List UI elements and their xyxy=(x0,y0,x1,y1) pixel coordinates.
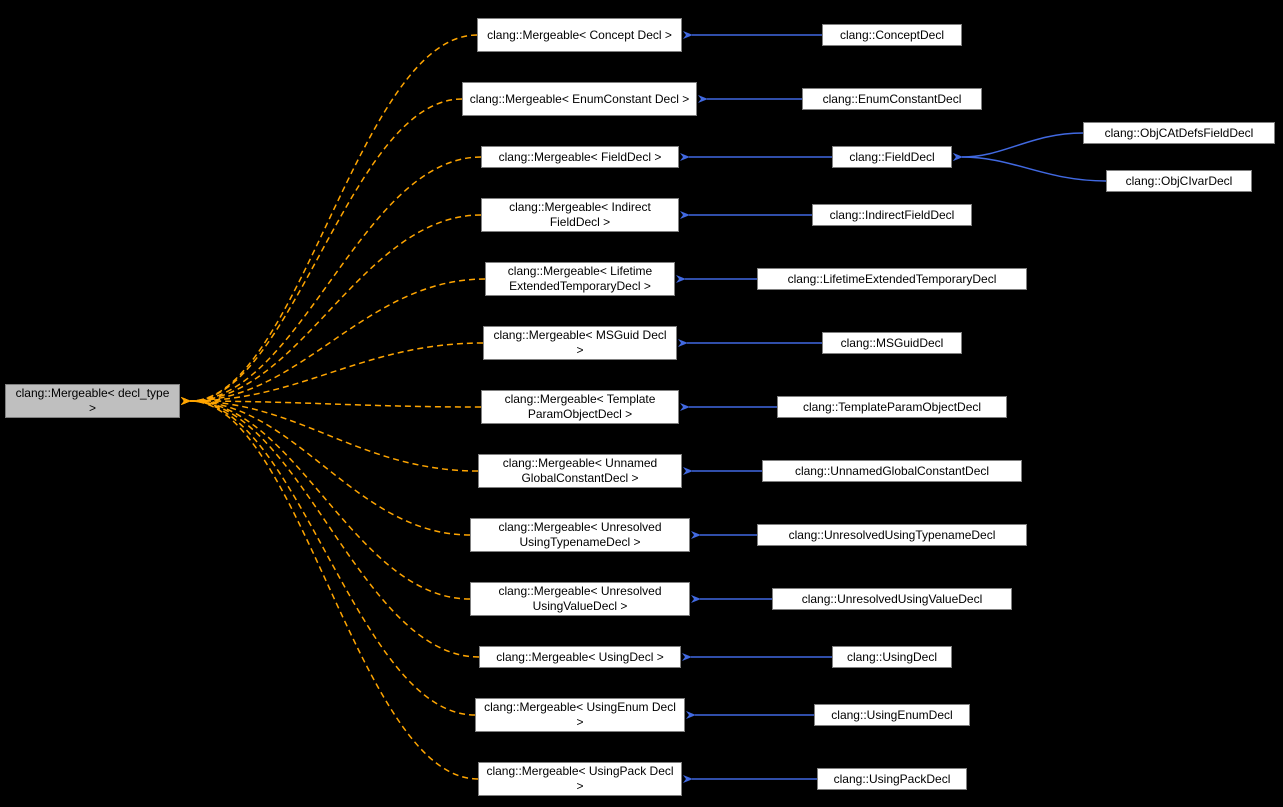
node-label: clang::UnresolvedUsingValueDecl xyxy=(802,592,983,607)
node-label: clang::MSGuidDecl xyxy=(841,336,944,351)
node-m3[interactable]: clang::Mergeable< Indirect FieldDecl > xyxy=(481,198,679,232)
node-f0[interactable]: clang::ObjCAtDefsFieldDecl xyxy=(1083,122,1275,144)
node-r12[interactable]: clang::UsingPackDecl xyxy=(817,768,967,790)
node-m2[interactable]: clang::Mergeable< FieldDecl > xyxy=(481,146,679,168)
node-label: clang::Mergeable< MSGuid Decl > xyxy=(490,328,670,358)
node-r2[interactable]: clang::FieldDecl xyxy=(832,146,952,168)
node-m8[interactable]: clang::Mergeable< Unresolved UsingTypena… xyxy=(470,518,690,552)
node-m10[interactable]: clang::Mergeable< UsingDecl > xyxy=(479,646,681,668)
node-label: clang::UnresolvedUsingTypenameDecl xyxy=(789,528,996,543)
node-r9[interactable]: clang::UnresolvedUsingValueDecl xyxy=(772,588,1012,610)
node-label: clang::Mergeable< Unresolved UsingTypena… xyxy=(477,520,683,550)
node-r11[interactable]: clang::UsingEnumDecl xyxy=(814,704,970,726)
node-m0[interactable]: clang::Mergeable< Concept Decl > xyxy=(477,18,682,52)
node-r8[interactable]: clang::UnresolvedUsingTypenameDecl xyxy=(757,524,1027,546)
node-m9[interactable]: clang::Mergeable< Unresolved UsingValueD… xyxy=(470,582,690,616)
node-m12[interactable]: clang::Mergeable< UsingPack Decl > xyxy=(478,762,682,796)
node-r0[interactable]: clang::ConceptDecl xyxy=(822,24,962,46)
node-label: clang::UnnamedGlobalConstantDecl xyxy=(795,464,989,479)
node-label: clang::Mergeable< Lifetime ExtendedTempo… xyxy=(492,264,668,294)
node-label: clang::Mergeable< Template ParamObjectDe… xyxy=(488,392,672,422)
node-label: clang::Mergeable< FieldDecl > xyxy=(499,150,662,165)
node-label: clang::Mergeable< Unnamed GlobalConstant… xyxy=(485,456,675,486)
node-root[interactable]: clang::Mergeable< decl_type > xyxy=(5,384,180,418)
node-label: clang::LifetimeExtendedTemporaryDecl xyxy=(788,272,997,287)
node-label: clang::Mergeable< EnumConstant Decl > xyxy=(470,92,689,107)
node-label: clang::Mergeable< decl_type > xyxy=(12,386,173,416)
node-label: clang::ObjCAtDefsFieldDecl xyxy=(1105,126,1254,141)
node-label: clang::UsingPackDecl xyxy=(834,772,951,787)
node-m11[interactable]: clang::Mergeable< UsingEnum Decl > xyxy=(475,698,685,732)
node-r10[interactable]: clang::UsingDecl xyxy=(832,646,952,668)
node-r7[interactable]: clang::UnnamedGlobalConstantDecl xyxy=(762,460,1022,482)
node-r1[interactable]: clang::EnumConstantDecl xyxy=(802,88,982,110)
node-label: clang::Mergeable< Unresolved UsingValueD… xyxy=(477,584,683,614)
node-r3[interactable]: clang::IndirectFieldDecl xyxy=(812,204,972,226)
node-r6[interactable]: clang::TemplateParamObjectDecl xyxy=(777,396,1007,418)
node-label: clang::ObjCIvarDecl xyxy=(1126,174,1233,189)
node-m6[interactable]: clang::Mergeable< Template ParamObjectDe… xyxy=(481,390,679,424)
node-label: clang::Mergeable< UsingEnum Decl > xyxy=(482,700,678,730)
node-m4[interactable]: clang::Mergeable< Lifetime ExtendedTempo… xyxy=(485,262,675,296)
node-m1[interactable]: clang::Mergeable< EnumConstant Decl > xyxy=(462,82,697,116)
node-label: clang::UsingEnumDecl xyxy=(831,708,952,723)
node-label: clang::Mergeable< Concept Decl > xyxy=(487,28,672,43)
node-m7[interactable]: clang::Mergeable< Unnamed GlobalConstant… xyxy=(478,454,682,488)
node-label: clang::UsingDecl xyxy=(847,650,937,665)
node-f1[interactable]: clang::ObjCIvarDecl xyxy=(1106,170,1252,192)
node-m5[interactable]: clang::Mergeable< MSGuid Decl > xyxy=(483,326,677,360)
node-label: clang::TemplateParamObjectDecl xyxy=(803,400,981,415)
node-r5[interactable]: clang::MSGuidDecl xyxy=(822,332,962,354)
node-label: clang::Mergeable< UsingPack Decl > xyxy=(485,764,675,794)
node-r4[interactable]: clang::LifetimeExtendedTemporaryDecl xyxy=(757,268,1027,290)
node-label: clang::Mergeable< UsingDecl > xyxy=(496,650,663,665)
node-label: clang::EnumConstantDecl xyxy=(823,92,962,107)
node-label: clang::ConceptDecl xyxy=(840,28,944,43)
node-label: clang::IndirectFieldDecl xyxy=(830,208,955,223)
node-label: clang::Mergeable< Indirect FieldDecl > xyxy=(488,200,672,230)
node-label: clang::FieldDecl xyxy=(849,150,934,165)
